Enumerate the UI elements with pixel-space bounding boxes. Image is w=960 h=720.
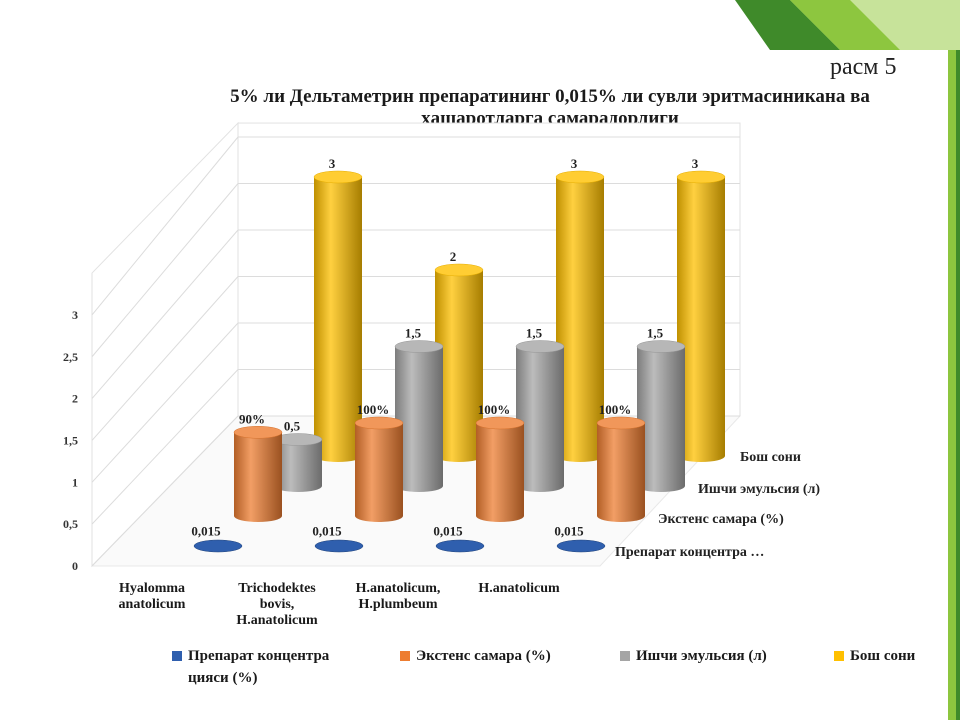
bar-series-1-cat-1	[354, 416, 404, 522]
bar-series-0-cat-2	[435, 539, 485, 553]
y-tick-label: 1	[72, 475, 78, 489]
legend-label-1: Экстенс самара (%)	[416, 648, 551, 664]
data-label-series-1-cat-2: 100%	[478, 402, 511, 417]
chart-title-line-1: 5% ли Дельтаметрин препаратининг 0,015% …	[230, 86, 870, 107]
category-label-3: H.anatolicum	[478, 581, 560, 596]
depth-label-3: Бош сони	[740, 450, 801, 465]
category-label-2: H.anatolicum, H.plumbeum	[356, 581, 441, 612]
gridline-side	[91, 229, 239, 399]
data-label-series-2-cat-3: 1,5	[647, 326, 664, 341]
legend-swatch-2	[620, 651, 630, 661]
bar-series-2-cat-0	[273, 433, 323, 492]
bar-series-2-cat-1	[394, 340, 444, 492]
bar-series-0-cat-1	[314, 539, 364, 553]
legend-swatch-3	[834, 651, 844, 661]
data-label-series-1-cat-1: 100%	[357, 402, 390, 417]
corner-stripe-dark	[735, 0, 840, 50]
depth-label-1: Экстенс самара (%)	[658, 512, 784, 527]
bar-series-0-cat-3	[556, 539, 606, 553]
legend-item-3: Бош сони	[834, 645, 915, 667]
data-label-series-2-cat-0: 0,5	[284, 419, 301, 434]
chart-bars	[193, 170, 726, 553]
gridline-side	[91, 183, 239, 358]
legend-label-3: Бош сони	[850, 648, 916, 664]
gridline-side	[91, 322, 239, 483]
data-label-series-0-cat-1: 0,015	[312, 524, 342, 539]
bar-series-1-cat-0	[233, 426, 283, 522]
legend-item-2: Ишчи эмульсия (л)	[620, 645, 767, 667]
right-edge-bar-dark	[956, 50, 960, 720]
data-label-series-3-cat-1: 2	[450, 249, 457, 264]
legend-label-0-line-2: цияси (%)	[188, 670, 258, 686]
legend-swatch-1	[400, 651, 410, 661]
data-label-series-3-cat-3: 3	[692, 156, 699, 171]
y-tick-label: 1,5	[63, 433, 78, 447]
legend-label-2: Ишчи эмульсия (л)	[636, 648, 767, 664]
y-tick-label: 2	[72, 392, 78, 406]
legend-item-0: Препарат концентра цияси (%)	[172, 645, 329, 689]
data-label-series-0-cat-2: 0,015	[433, 524, 463, 539]
y-tick-label: 0,5	[63, 517, 78, 531]
bar-series-3-cat-2	[555, 170, 605, 462]
slide-page-label: расм 5	[830, 54, 897, 80]
gridline-side	[91, 136, 239, 316]
gridline-side	[91, 276, 239, 441]
data-label-series-3-cat-2: 3	[571, 156, 578, 171]
x-axis: Hyalomma anatolicum Trichodektes bovis, H.an…	[119, 581, 560, 628]
bar-series-2-cat-3	[636, 340, 686, 492]
legend-text-0: Препарат концентра цияси (%)	[188, 645, 329, 689]
depth-axis: Препарат концентра … Экстенс самара (%) Иш…	[615, 450, 820, 560]
bar-series-3-cat-3	[676, 170, 726, 462]
gridline-side	[91, 369, 239, 525]
depth-label-2: Ишчи эмульсия (л)	[698, 482, 820, 497]
y-axis: 0 0,5 1 1,5 2 2,5 3	[63, 308, 78, 573]
chart-data-labels: 3 2 3 3 0,5 1,5 1,5 1,5 90% 100% 100% 100% 0,015 0,01…	[191, 156, 698, 539]
corner-stripe-light	[790, 0, 900, 50]
bar-series-3-cat-1	[434, 263, 484, 462]
y-tick-label: 0	[72, 559, 78, 573]
data-label-series-0-cat-3: 0,015	[554, 524, 584, 539]
data-label-series-2-cat-1: 1,5	[405, 326, 422, 341]
data-label-series-3-cat-0: 3	[329, 156, 336, 171]
y-tick-label: 3	[72, 308, 78, 322]
legend-label-0-line-1: Препарат концентра	[188, 648, 330, 664]
gridline-side	[91, 415, 239, 567]
data-label-series-2-cat-2: 1,5	[526, 326, 543, 341]
bar-series-2-cat-2	[515, 340, 565, 492]
category-label-0: Hyalomma anatolicum	[119, 581, 186, 612]
legend-swatch-0	[172, 651, 182, 661]
bar-series-1-cat-2	[475, 416, 525, 522]
data-label-series-1-cat-0: 90%	[239, 411, 265, 426]
bar-series-1-cat-3	[596, 416, 646, 522]
data-label-series-0-cat-0: 0,015	[191, 524, 221, 539]
bar-series-0-cat-0	[193, 539, 243, 553]
bar-series-3-cat-0	[313, 170, 363, 462]
y-tick-label: 2,5	[63, 350, 78, 364]
depth-label-0: Препарат концентра …	[615, 545, 764, 560]
legend-item-1: Экстенс самара (%)	[400, 645, 551, 667]
chart-legend: Препарат концентра цияси (%) Экстенс сам…	[172, 645, 952, 693]
data-label-series-1-cat-3: 100%	[599, 402, 632, 417]
category-label-1: Trichodektes bovis, H.anatolicum	[236, 581, 318, 628]
